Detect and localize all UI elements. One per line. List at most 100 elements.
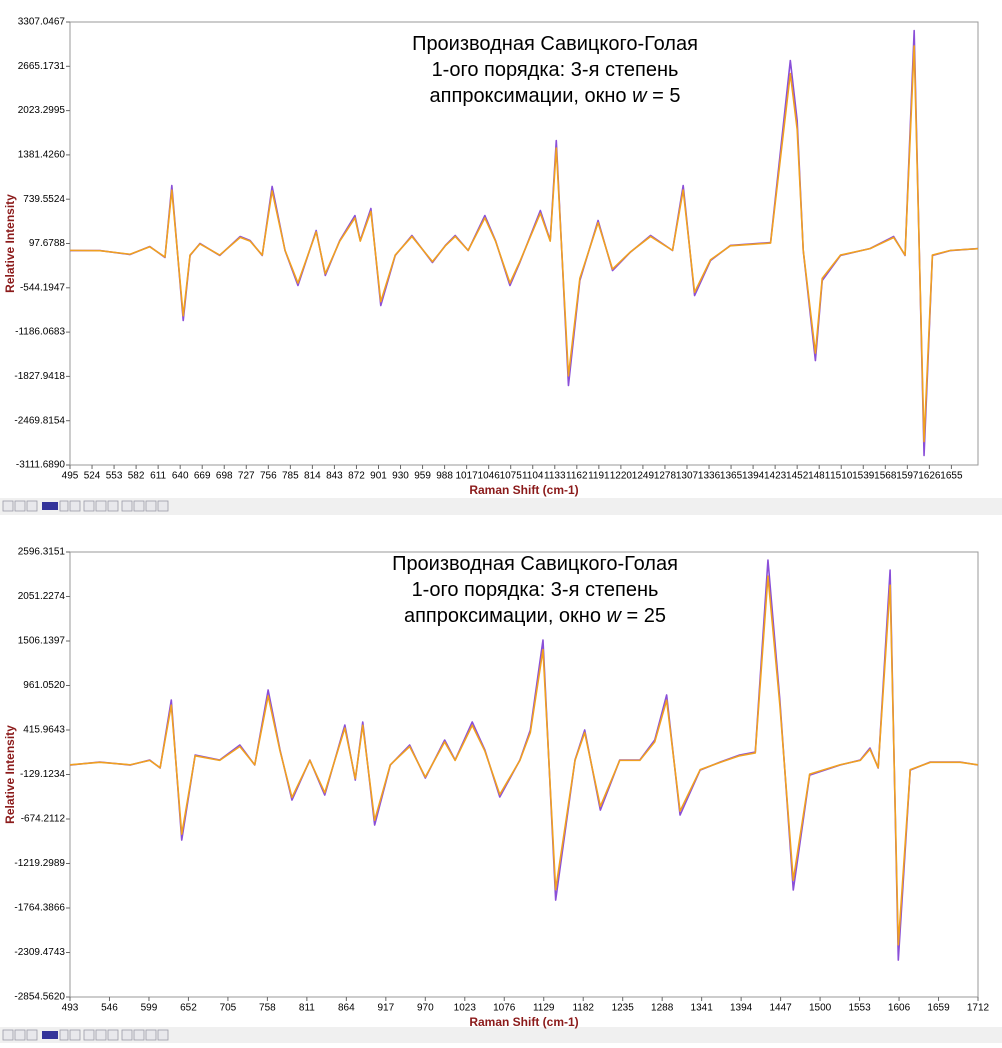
- annotation-part: 1-ого порядка: 3-я степень: [432, 59, 679, 81]
- annotation-part: 1-ого порядка: 3-я степень: [412, 579, 659, 601]
- x-tick-label: 1452: [786, 471, 809, 482]
- toolbar-button[interactable]: [121, 1029, 133, 1041]
- toolbar-button[interactable]: [95, 1029, 107, 1041]
- y-tick-label: -2469.8154: [14, 415, 65, 426]
- x-tick-label: 611: [150, 471, 166, 482]
- x-tick-label: 705: [220, 1003, 237, 1014]
- x-tick-label: 1539: [852, 471, 875, 482]
- y-tick-label: 1381.4260: [18, 150, 66, 161]
- x-tick-label: 1162: [566, 471, 588, 482]
- toolbar-button[interactable]: [42, 1031, 58, 1039]
- y-tick-label: 1506.1397: [18, 636, 66, 647]
- toolbar-button[interactable]: [83, 500, 95, 512]
- toolbar-button[interactable]: [26, 500, 38, 512]
- toolbar-button[interactable]: [133, 1029, 145, 1041]
- x-tick-label: 1626: [918, 471, 941, 482]
- x-tick-label: 1481: [808, 471, 831, 482]
- series-line: [69, 45, 979, 443]
- x-tick-label: 930: [392, 471, 409, 482]
- toolbar-button[interactable]: [14, 1029, 26, 1041]
- x-tick-label: 1336: [698, 471, 721, 482]
- toolbar: [0, 1027, 1002, 1043]
- x-tick-label: 785: [282, 471, 299, 482]
- x-tick-label: 1249: [632, 471, 655, 482]
- y-tick-label: -674.2112: [21, 814, 66, 825]
- x-tick-label: 599: [141, 1003, 158, 1014]
- toolbar-button[interactable]: [107, 500, 119, 512]
- annotation: аппроксимации, окно w = 25: [404, 605, 666, 627]
- annotation-part: аппроксимации, окно: [430, 85, 633, 107]
- toolbar-button[interactable]: [69, 500, 81, 512]
- series-line: [69, 575, 979, 946]
- y-axis-title: Relative Intensity: [3, 194, 17, 293]
- toolbar-button[interactable]: [121, 500, 133, 512]
- y-tick-label: 2023.2995: [18, 105, 66, 116]
- annotation-part: аппроксимации, окно: [404, 605, 607, 627]
- y-tick-label: 961.0520: [23, 680, 65, 691]
- x-tick-label: 1659: [927, 1003, 950, 1014]
- toolbar-button[interactable]: [145, 1029, 157, 1041]
- toolbar-button[interactable]: [83, 1029, 95, 1041]
- y-tick-label: -1764.3866: [14, 903, 65, 914]
- x-tick-label: 1133: [544, 471, 566, 482]
- toolbar-button[interactable]: [157, 1029, 169, 1041]
- x-tick-label: 1104: [522, 471, 544, 482]
- x-tick-label: 652: [180, 1003, 197, 1014]
- y-tick-label: -2309.4743: [14, 947, 65, 958]
- y-tick-label: -1219.2989: [14, 858, 65, 869]
- y-tick-label: 2596.3151: [18, 547, 66, 558]
- x-tick-label: 1220: [610, 471, 633, 482]
- x-tick-label: 1076: [493, 1003, 516, 1014]
- x-tick-label: 917: [377, 1003, 394, 1014]
- x-tick-label: 1365: [720, 471, 743, 482]
- x-tick-label: 1023: [454, 1003, 477, 1014]
- x-tick-label: 843: [326, 471, 343, 482]
- x-tick-label: 814: [304, 471, 321, 482]
- x-tick-label: 669: [194, 471, 211, 482]
- x-tick-label: 1182: [572, 1003, 594, 1014]
- y-tick-label: 2051.2274: [18, 591, 66, 602]
- toolbar-button[interactable]: [59, 500, 69, 512]
- x-tick-label: 1553: [848, 1003, 871, 1014]
- toolbar-button[interactable]: [145, 500, 157, 512]
- x-tick-label: 1191: [588, 471, 610, 482]
- toolbar-button[interactable]: [2, 500, 14, 512]
- x-tick-label: 1278: [654, 471, 677, 482]
- chart: 3307.0467 2665.1731 2023.2995 1381.4260 739.…: [3, 17, 979, 497]
- toolbar-button[interactable]: [14, 500, 26, 512]
- toolbar-bg: [0, 498, 1002, 515]
- x-tick-label: 901: [370, 471, 387, 482]
- toolbar-button[interactable]: [107, 1029, 119, 1041]
- x-tick-label: 1597: [896, 471, 919, 482]
- x-tick-label: 1394: [730, 1003, 753, 1014]
- annotation-part: = 25: [621, 605, 666, 627]
- x-tick-label: 864: [338, 1003, 355, 1014]
- annotation: 1-ого порядка: 3-я степень: [412, 579, 659, 601]
- toolbar-button[interactable]: [2, 1029, 14, 1041]
- toolbar-button[interactable]: [42, 502, 58, 510]
- x-tick-label: 493: [62, 1003, 79, 1014]
- x-tick-label: 1288: [651, 1003, 674, 1014]
- x-tick-label: 758: [259, 1003, 276, 1014]
- x-tick-label: 756: [260, 471, 277, 482]
- x-tick-label: 727: [238, 471, 255, 482]
- y-tick-label: 3307.0467: [18, 17, 66, 28]
- toolbar-button[interactable]: [157, 500, 169, 512]
- x-tick-label: 1655: [940, 471, 963, 482]
- x-tick-label: 495: [62, 471, 79, 482]
- y-tick-label: 739.5524: [23, 194, 65, 205]
- x-tick-label: 970: [417, 1003, 434, 1014]
- annotation-part: Производная Савицкого-Голая: [392, 553, 678, 575]
- toolbar-button[interactable]: [133, 500, 145, 512]
- y-tick-label: -544.1947: [20, 282, 65, 293]
- x-tick-label: 1394: [742, 471, 765, 482]
- x-tick-label: 872: [348, 471, 365, 482]
- toolbar-button[interactable]: [95, 500, 107, 512]
- toolbar-button[interactable]: [26, 1029, 38, 1041]
- x-tick-label: 1341: [691, 1003, 714, 1014]
- toolbar-button[interactable]: [59, 1029, 69, 1041]
- toolbar-button[interactable]: [69, 1029, 81, 1041]
- plot-area: [69, 21, 979, 466]
- x-tick-label: 1606: [888, 1003, 911, 1014]
- x-tick-label: 1129: [533, 1003, 555, 1014]
